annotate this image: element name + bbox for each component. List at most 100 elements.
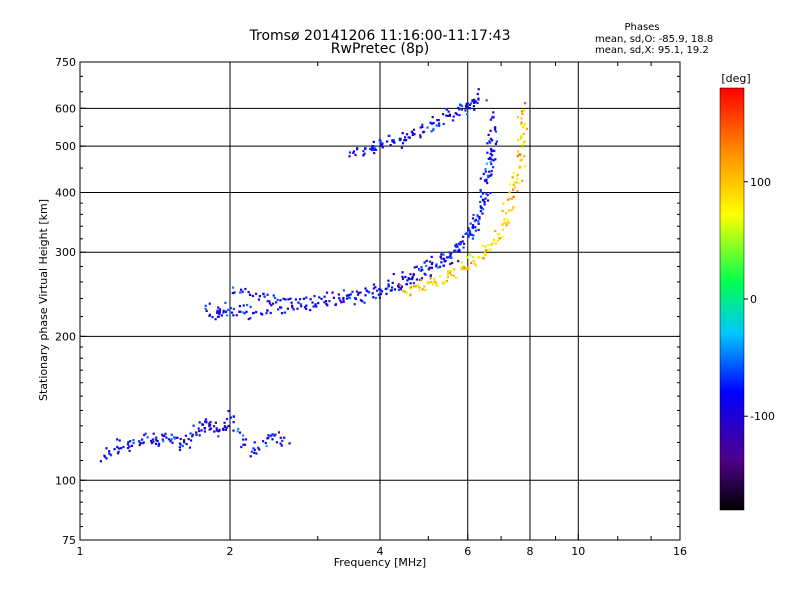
echo-point <box>413 266 416 269</box>
echo-point <box>437 266 440 269</box>
echo-point <box>277 308 280 311</box>
echo-point <box>249 305 252 309</box>
echo-point <box>176 436 179 439</box>
echo-point <box>435 284 438 287</box>
echo-point <box>379 139 382 143</box>
echo-point <box>272 294 275 297</box>
echo-point <box>192 424 195 427</box>
echo-point <box>471 226 474 229</box>
echo-point <box>334 303 337 307</box>
echo-point <box>468 230 472 233</box>
echo-point <box>150 442 153 445</box>
echo-point <box>291 304 294 307</box>
echo-point <box>211 316 214 319</box>
echo-point <box>491 242 494 245</box>
x-tick-label: 10 <box>571 545 585 558</box>
x-tick-label: 8 <box>527 545 534 558</box>
echo-point <box>271 433 274 436</box>
echo-point <box>477 220 480 223</box>
y-axis-label: Stationary phase Virtual Height [km] <box>37 199 50 401</box>
echo-point <box>512 206 515 209</box>
echo-point <box>484 253 488 256</box>
echo-point <box>508 191 511 194</box>
echo-point <box>432 121 435 125</box>
echo-point <box>474 218 477 221</box>
colorbar-gradient <box>719 87 745 511</box>
echo-point <box>105 447 108 450</box>
echo-point <box>170 433 173 436</box>
echo-point <box>520 135 523 138</box>
echo-point <box>372 296 375 299</box>
echo-point <box>379 288 382 291</box>
echo-point <box>426 126 429 129</box>
echo-point <box>448 271 451 274</box>
echo-point <box>454 112 457 115</box>
colorbar: 100 0 -100 <box>719 87 775 511</box>
echo-point <box>479 189 482 192</box>
echo-point <box>520 117 523 120</box>
echo-point <box>337 293 340 296</box>
echo-point <box>516 174 519 177</box>
echo-point <box>460 265 463 269</box>
echo-point <box>178 446 181 449</box>
echo-point <box>99 460 102 463</box>
echo-point <box>449 254 452 258</box>
echo-point <box>283 311 286 314</box>
echo-point <box>409 282 412 285</box>
echo-point <box>391 139 394 142</box>
echo-point <box>171 441 174 444</box>
echo-point <box>302 297 305 300</box>
echo-point <box>353 303 356 306</box>
echo-point <box>340 301 343 304</box>
echo-point <box>431 122 434 125</box>
echo-point <box>473 262 476 265</box>
echo-point <box>516 155 519 158</box>
echo-point <box>401 277 405 280</box>
echo-point <box>217 306 220 309</box>
echo-point <box>486 199 490 202</box>
echo-point <box>516 150 520 153</box>
echo-point <box>238 305 241 308</box>
echo-point <box>141 442 144 445</box>
echo-point <box>392 140 395 143</box>
echo-point <box>156 440 159 443</box>
echo-point <box>484 245 487 248</box>
echo-point <box>433 280 437 283</box>
echo-point <box>152 432 155 435</box>
echo-point <box>482 208 485 211</box>
echo-point <box>345 294 349 297</box>
echo-point <box>446 114 449 117</box>
echo-point <box>479 200 482 204</box>
echo-point <box>487 157 490 160</box>
echo-point <box>364 294 367 297</box>
echo-point <box>391 281 394 284</box>
y-axis: 75 100 200 300 400 500 600 750 <box>55 56 680 547</box>
echo-point <box>435 124 438 127</box>
echo-point <box>489 148 493 151</box>
echo-point <box>471 99 474 102</box>
echo-point <box>377 293 380 296</box>
echo-point <box>490 170 493 173</box>
echo-point <box>189 432 192 435</box>
echo-point <box>273 296 277 299</box>
echo-point <box>190 439 193 442</box>
echo-point <box>342 296 345 300</box>
echo-point <box>215 427 218 430</box>
echo-point <box>230 311 234 314</box>
echo-point <box>501 235 504 239</box>
echo-point <box>493 128 497 131</box>
echo-point <box>200 429 203 432</box>
echo-point <box>275 301 278 304</box>
echo-point <box>205 309 208 312</box>
echo-point <box>342 289 345 292</box>
echo-point <box>243 443 247 446</box>
echo-point <box>255 452 258 455</box>
echo-point <box>242 443 245 446</box>
echo-point <box>315 305 318 308</box>
x-tick-label: 6 <box>464 545 471 558</box>
echo-point <box>264 441 267 445</box>
echo-point <box>427 282 430 285</box>
echo-point <box>490 173 493 176</box>
echo-point <box>489 141 492 144</box>
echo-point <box>467 227 470 230</box>
